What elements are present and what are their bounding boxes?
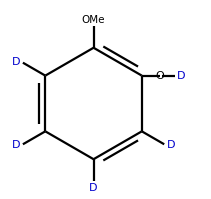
Text: D: D	[11, 57, 20, 67]
Text: D: D	[89, 183, 98, 193]
Text: D: D	[11, 140, 20, 150]
Text: O: O	[155, 71, 164, 81]
Text: D: D	[177, 71, 185, 81]
Text: D: D	[167, 140, 176, 150]
Text: OMe: OMe	[82, 15, 105, 25]
